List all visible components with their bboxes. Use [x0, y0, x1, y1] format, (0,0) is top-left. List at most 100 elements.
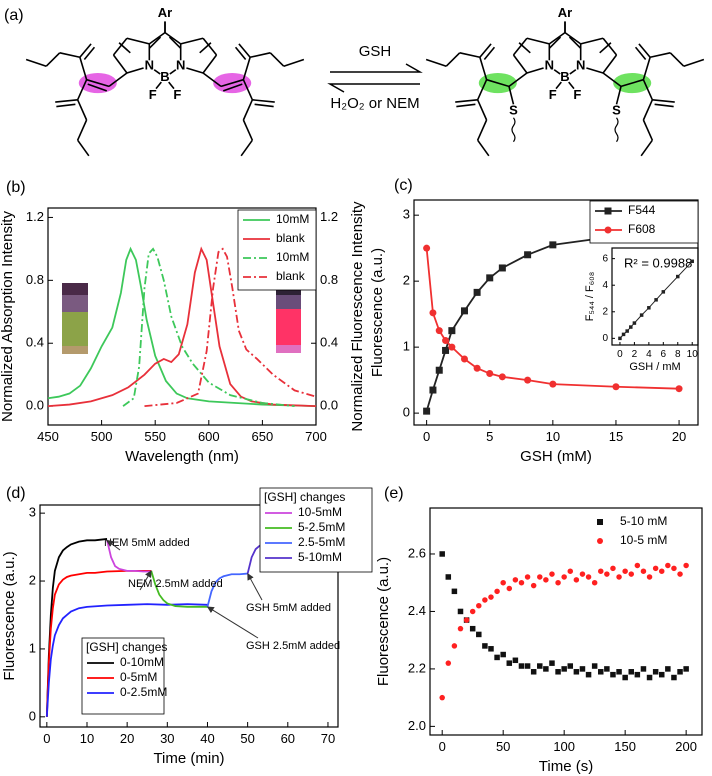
series-line	[45, 569, 152, 717]
bond	[112, 54, 128, 74]
marker	[512, 657, 519, 664]
bond	[283, 58, 305, 67]
marker	[658, 671, 665, 678]
bond	[479, 57, 488, 80]
bond	[642, 79, 654, 101]
marker	[683, 666, 689, 672]
marker	[435, 327, 443, 335]
x-tick-label: 600	[198, 429, 220, 444]
panel-label: (a)	[4, 7, 24, 24]
legend-label: 10-5mM	[298, 505, 342, 519]
marker	[518, 663, 525, 669]
x-tick-label: 500	[91, 429, 113, 444]
bond	[652, 99, 675, 103]
marker	[482, 643, 488, 649]
marker	[500, 579, 506, 586]
atom-label: S	[612, 102, 621, 117]
marker	[567, 663, 574, 669]
bond	[459, 52, 481, 59]
annotation: GSH 5mM added	[246, 602, 331, 614]
bond	[518, 42, 531, 54]
wavy-bond	[511, 117, 516, 143]
marker	[555, 579, 561, 586]
x-tick-label: 10	[80, 731, 94, 746]
bond	[240, 139, 254, 157]
bond	[425, 58, 447, 67]
marker	[439, 694, 445, 701]
legend-title: [GSH] changes	[86, 640, 167, 654]
bond	[164, 31, 182, 45]
bond	[222, 83, 243, 92]
marker	[639, 313, 644, 317]
y-tick-label: 2	[602, 306, 608, 317]
bond	[508, 72, 528, 88]
marker	[677, 571, 683, 577]
panel-label: (b)	[6, 179, 26, 196]
marker	[610, 565, 616, 572]
bond	[238, 43, 251, 58]
bond	[242, 119, 254, 141]
bond	[76, 119, 88, 141]
y-tick-label: 0.0	[26, 398, 44, 413]
legend-label: 0-2.5mM	[120, 685, 167, 699]
y-tick-label: 2	[403, 273, 410, 288]
bond	[83, 46, 96, 61]
bond	[202, 54, 218, 74]
marker	[654, 298, 658, 302]
marker	[530, 582, 537, 589]
marker	[683, 562, 689, 569]
marker	[460, 307, 468, 315]
bond	[479, 43, 492, 58]
atom-backdrop	[559, 7, 571, 20]
marker	[451, 643, 458, 649]
marker	[647, 306, 651, 310]
x-tick-label: 2	[632, 349, 638, 360]
bond	[640, 139, 654, 157]
bond	[254, 103, 274, 108]
atom-backdrop	[146, 89, 159, 102]
atom-backdrop	[159, 7, 171, 20]
atom-label: B	[160, 69, 169, 84]
bond	[476, 119, 488, 141]
marker	[616, 574, 622, 580]
equilibrium-arrows	[327, 63, 423, 93]
bond	[252, 99, 275, 103]
bond	[76, 99, 88, 121]
legend-label: 5-10 mM	[620, 514, 667, 528]
marker	[524, 574, 531, 580]
x-tick-label: 150	[614, 739, 636, 754]
x-tick-label: 650	[252, 429, 274, 444]
x-axis-title: Time (s)	[539, 758, 593, 775]
x-tick-label: 20	[672, 429, 686, 444]
marker	[573, 577, 580, 583]
y2-tick-label: 0.8	[320, 272, 338, 287]
x-tick-label: 5	[486, 429, 493, 444]
legend-label: F544	[628, 203, 656, 217]
bond	[476, 79, 488, 101]
annotation-arrow	[247, 572, 263, 601]
marker	[618, 336, 622, 341]
bond	[55, 99, 78, 103]
marker	[448, 343, 456, 351]
plot-frame	[429, 507, 703, 736]
marker	[675, 385, 683, 393]
y-tick-label: 2.2	[408, 660, 426, 675]
y-axis-title: Fluorescence (a.u.)	[375, 557, 392, 686]
bond	[476, 99, 488, 121]
bond	[242, 57, 251, 80]
bond	[602, 72, 622, 88]
bond	[87, 83, 108, 92]
bond	[642, 57, 651, 80]
marker	[512, 577, 519, 583]
bond	[180, 37, 204, 45]
bond	[620, 78, 644, 88]
marker	[488, 594, 494, 600]
legend-marker	[597, 538, 603, 544]
x-axis-title: Time (min)	[153, 750, 224, 767]
legend-label: 10mM	[276, 212, 309, 226]
atom-backdrop	[159, 71, 171, 84]
marker	[429, 386, 437, 394]
bond	[25, 58, 47, 67]
bond	[148, 36, 162, 49]
marker	[494, 588, 500, 595]
